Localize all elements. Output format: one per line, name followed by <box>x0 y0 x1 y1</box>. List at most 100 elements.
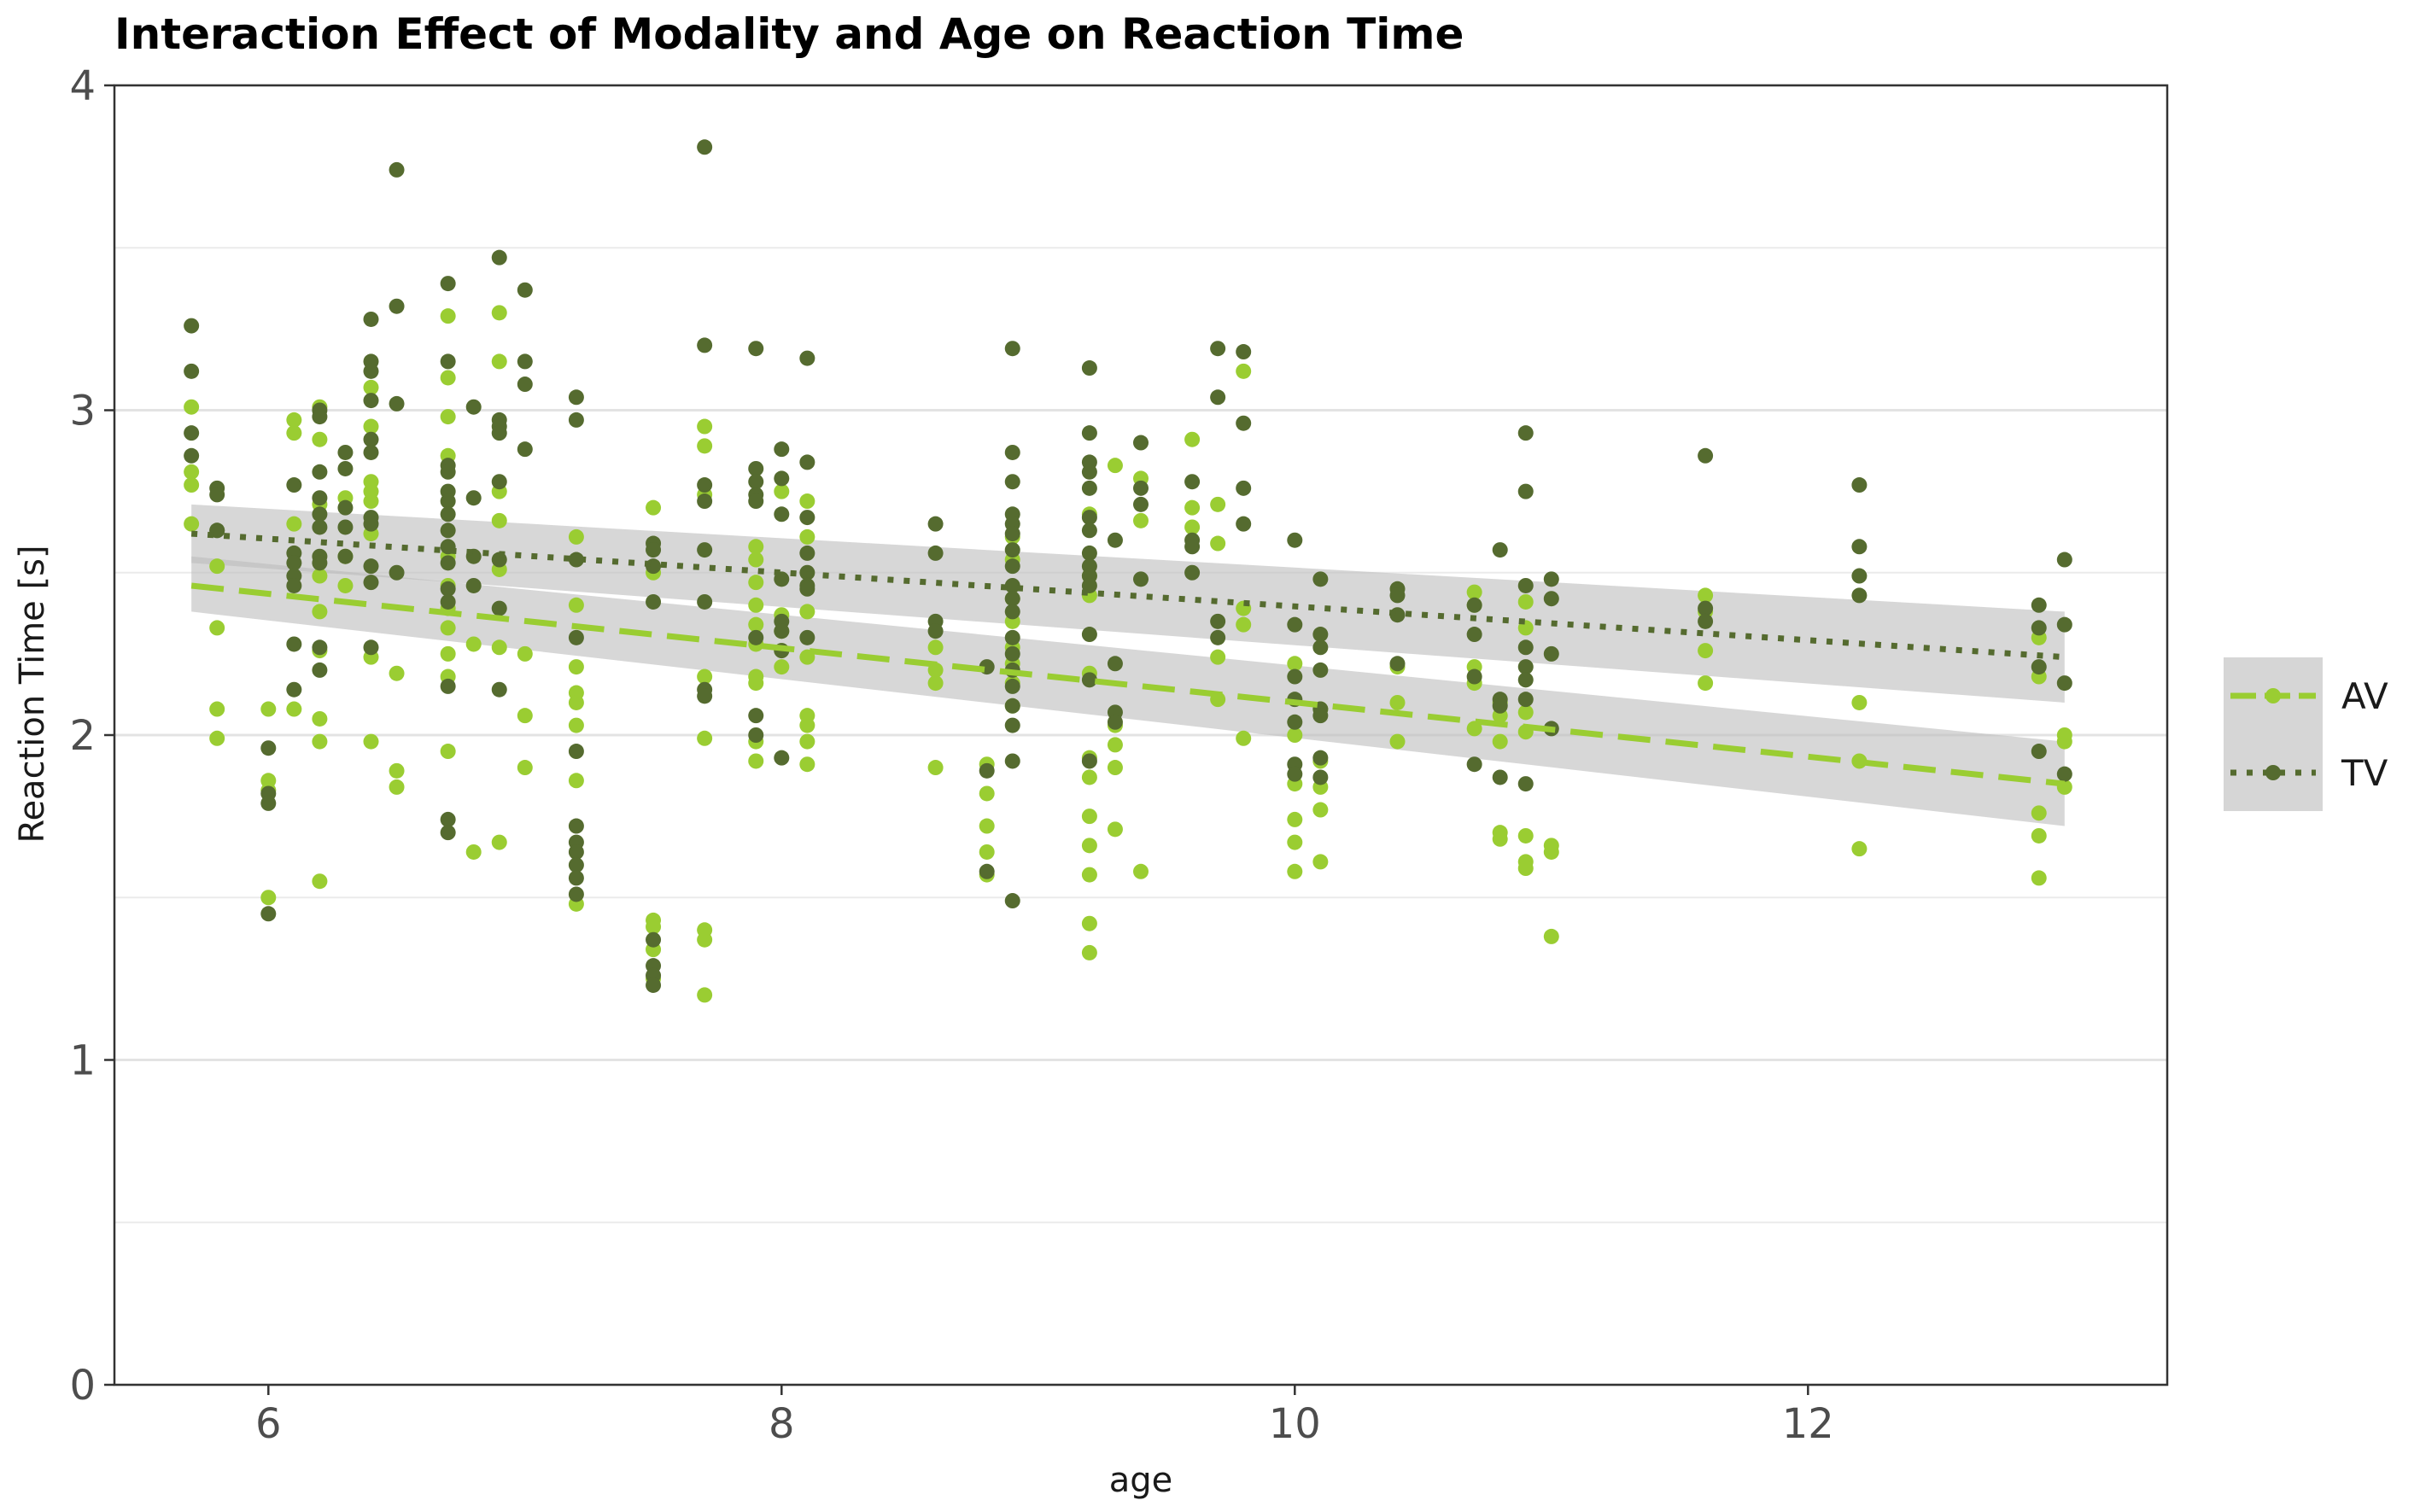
data-point-tv <box>1004 698 1020 714</box>
data-point-av <box>1492 733 1508 750</box>
data-point-tv <box>440 493 456 510</box>
data-point-tv <box>799 581 815 597</box>
data-point-tv <box>1517 577 1534 593</box>
data-point-tv <box>2056 616 2072 633</box>
data-point-av <box>1133 863 1149 879</box>
data-point-tv <box>363 363 379 379</box>
data-point-av <box>491 834 507 850</box>
data-point-tv <box>2056 675 2072 692</box>
data-point-tv <box>1081 627 1097 643</box>
data-point-tv <box>337 548 354 564</box>
data-point-tv <box>337 519 354 535</box>
data-point-av <box>1107 458 1123 474</box>
data-point-tv <box>748 474 764 490</box>
data-point-tv <box>2056 766 2072 782</box>
data-point-av <box>1492 831 1508 847</box>
data-point-tv <box>1133 435 1149 451</box>
data-point-tv <box>1004 629 1020 645</box>
data-point-tv <box>184 425 200 441</box>
data-point-av <box>286 412 302 428</box>
data-point-tv <box>1698 600 1714 616</box>
data-point-tv <box>260 740 277 756</box>
data-point-tv <box>697 593 713 610</box>
data-point-tv <box>1312 627 1329 643</box>
data-point-tv <box>363 444 379 460</box>
data-point-tv <box>286 636 302 652</box>
data-point-av <box>1287 727 1303 743</box>
data-point-av <box>209 558 225 575</box>
data-point-tv <box>184 318 200 334</box>
data-point-tv <box>697 139 713 155</box>
data-point-av <box>1698 675 1714 692</box>
data-point-av <box>184 399 200 415</box>
data-point-av <box>389 779 405 795</box>
data-point-tv <box>1004 577 1020 593</box>
data-point-tv <box>799 629 815 645</box>
ci-ribbon-av <box>191 556 2065 826</box>
data-point-tv <box>568 818 584 834</box>
data-point-av <box>1389 694 1406 710</box>
data-point-av <box>517 760 533 776</box>
data-point-tv <box>1492 542 1508 558</box>
data-point-av <box>440 620 456 636</box>
data-point-av <box>1236 363 1252 379</box>
data-point-av <box>517 645 533 662</box>
data-point-tv <box>337 460 354 476</box>
data-point-tv <box>389 395 405 412</box>
data-point-av <box>1210 496 1226 512</box>
data-point-tv <box>1081 360 1097 377</box>
data-point-av <box>491 353 507 370</box>
data-point-tv <box>1287 616 1303 633</box>
data-point-tv <box>286 577 302 593</box>
data-point-tv <box>312 464 328 480</box>
data-point-tv <box>1851 477 1868 493</box>
data-point-tv <box>1312 769 1329 785</box>
data-point-tv <box>312 639 328 656</box>
data-point-av <box>312 431 328 447</box>
data-point-av <box>363 493 379 510</box>
data-point-tv <box>1851 539 1868 555</box>
data-point-tv <box>568 844 584 860</box>
data-point-tv <box>1466 668 1482 685</box>
data-point-tv <box>748 460 764 476</box>
data-point-tv <box>1698 447 1714 464</box>
data-point-tv <box>2056 552 2072 568</box>
legend: AV TV <box>2224 657 2388 811</box>
data-point-tv <box>799 510 815 526</box>
data-point-tv <box>927 545 944 561</box>
data-point-av <box>748 616 764 633</box>
data-point-tv <box>774 750 790 766</box>
data-point-av <box>1851 841 1868 857</box>
data-point-tv <box>1466 597 1482 613</box>
data-point-tv <box>2031 659 2047 675</box>
data-point-av <box>1210 535 1226 552</box>
data-point-tv <box>646 593 662 610</box>
data-point-av <box>646 499 662 516</box>
data-point-tv <box>260 795 277 811</box>
legend-label-tv: TV <box>2341 752 2388 794</box>
data-point-av <box>568 773 584 789</box>
data-point-tv <box>312 490 328 506</box>
data-point-av <box>1851 694 1868 710</box>
data-point-tv <box>517 377 533 393</box>
data-point-av <box>260 701 277 717</box>
data-point-tv <box>774 441 790 458</box>
data-point-tv <box>184 363 200 379</box>
data-point-tv <box>646 931 662 948</box>
data-point-tv <box>748 708 764 724</box>
x-tick-label: 10 <box>1269 1400 1321 1448</box>
data-point-tv <box>1004 678 1020 694</box>
data-point-tv <box>1236 516 1252 532</box>
data-point-av <box>748 675 764 692</box>
data-point-av <box>1517 593 1534 610</box>
data-point-av <box>1081 838 1097 854</box>
data-point-av <box>286 425 302 441</box>
data-point-av <box>1517 861 1534 877</box>
data-point-tv <box>1698 613 1714 629</box>
data-point-av <box>2031 827 2047 844</box>
data-point-tv <box>1081 672 1097 688</box>
data-point-tv <box>646 542 662 558</box>
data-point-av <box>1107 737 1123 753</box>
y-tick-label: 3 <box>69 388 96 435</box>
data-point-av <box>184 477 200 493</box>
